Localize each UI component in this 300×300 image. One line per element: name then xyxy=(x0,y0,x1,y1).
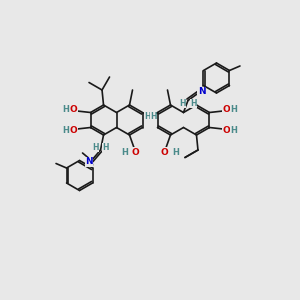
Text: N: N xyxy=(198,87,205,96)
Text: O: O xyxy=(223,126,230,135)
Text: H: H xyxy=(172,148,179,157)
Text: H: H xyxy=(150,112,156,121)
Text: H: H xyxy=(103,143,109,152)
Text: H: H xyxy=(144,112,150,121)
Text: H: H xyxy=(92,143,98,152)
Text: O: O xyxy=(132,148,140,157)
Text: O: O xyxy=(70,105,77,114)
Text: O: O xyxy=(160,148,168,157)
Text: O: O xyxy=(70,126,77,135)
Text: H: H xyxy=(231,105,238,114)
Text: H: H xyxy=(231,126,238,135)
Text: H: H xyxy=(190,99,196,108)
Text: H: H xyxy=(179,99,186,108)
Text: H: H xyxy=(121,148,128,157)
Text: O: O xyxy=(223,105,230,114)
Text: H: H xyxy=(62,105,69,114)
Text: H: H xyxy=(62,126,69,135)
Text: N: N xyxy=(85,158,93,166)
